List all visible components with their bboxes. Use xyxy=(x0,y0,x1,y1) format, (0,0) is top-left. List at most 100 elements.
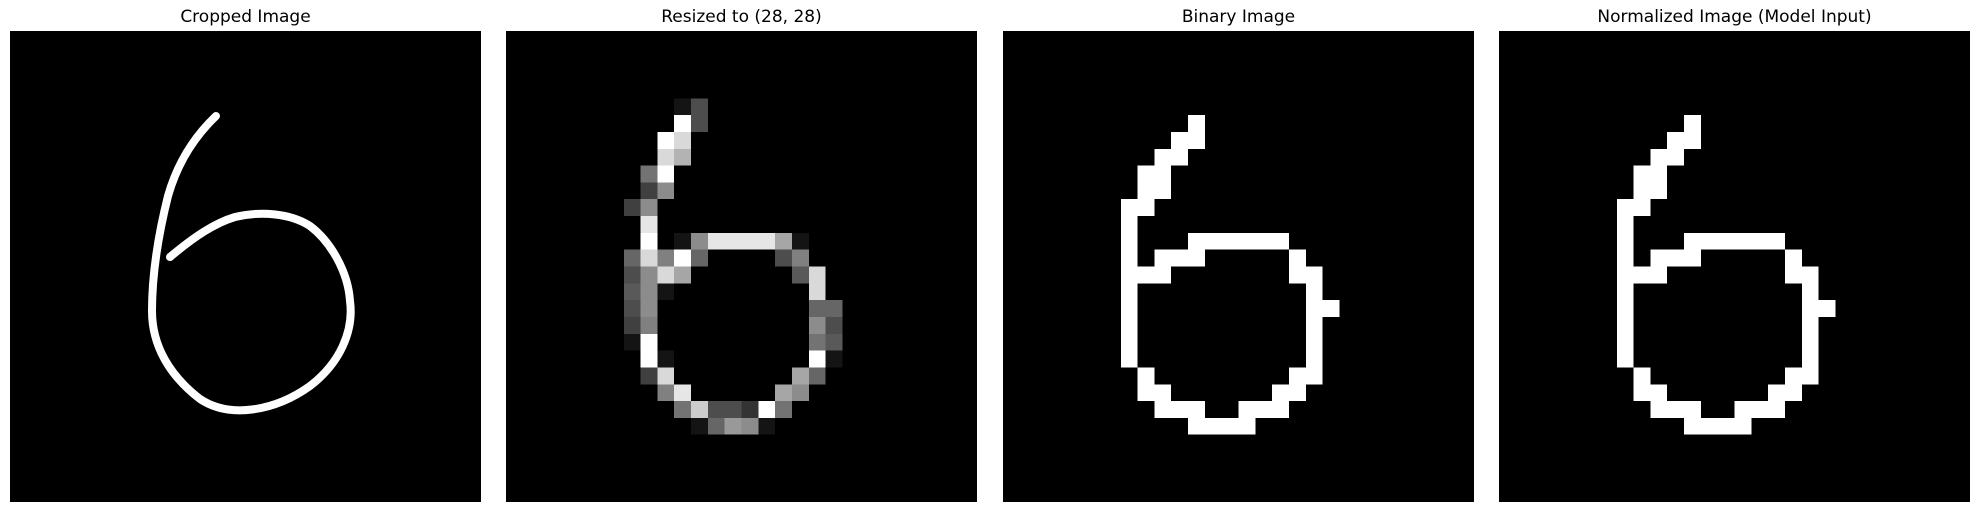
pixel xyxy=(1171,131,1189,149)
pixel xyxy=(1272,384,1289,402)
pixel xyxy=(640,333,658,351)
pixel xyxy=(1801,300,1819,317)
pixel xyxy=(674,249,692,267)
pixel xyxy=(1120,316,1138,334)
panel-title: Resized to (28, 28) xyxy=(661,7,822,27)
pixel xyxy=(1120,249,1138,267)
pixel xyxy=(1305,367,1323,385)
pixel xyxy=(623,300,641,317)
pixel xyxy=(657,249,675,267)
pixel xyxy=(724,401,742,418)
pixel xyxy=(691,417,708,435)
panel-title: Normalized Image (Model Input) xyxy=(1597,7,1872,27)
pixel xyxy=(1801,350,1819,368)
pixel xyxy=(1734,232,1752,250)
pixel xyxy=(1734,417,1752,435)
pixel xyxy=(623,199,641,217)
digit-stroke xyxy=(148,112,355,415)
pixel xyxy=(1616,283,1634,301)
pixel xyxy=(1650,384,1668,402)
pixel xyxy=(791,249,809,267)
pixel xyxy=(758,417,776,435)
pixel xyxy=(1305,266,1323,284)
pixel xyxy=(640,165,658,183)
pixel xyxy=(1188,115,1205,132)
pixel xyxy=(623,283,641,301)
pixel xyxy=(775,384,792,402)
pixel xyxy=(1784,384,1802,402)
pixel xyxy=(1154,249,1172,267)
pixel xyxy=(1137,384,1155,402)
pixel xyxy=(1288,384,1306,402)
cropped-image xyxy=(10,31,481,502)
pixel xyxy=(657,165,675,183)
pixel xyxy=(1633,165,1651,183)
pixel xyxy=(1650,266,1668,284)
pixel xyxy=(1633,384,1651,402)
pixel xyxy=(1272,232,1289,250)
pixel xyxy=(1255,232,1273,250)
pixel xyxy=(1801,283,1819,301)
pixel xyxy=(640,266,658,284)
pixel xyxy=(1120,300,1138,317)
pixel xyxy=(1171,401,1189,418)
pixel xyxy=(808,316,826,334)
pixel xyxy=(674,401,692,418)
pixel xyxy=(1188,232,1205,250)
pixel xyxy=(825,316,843,334)
pixel xyxy=(640,316,658,334)
pixel xyxy=(1154,182,1172,200)
pixel xyxy=(640,367,658,385)
pixel xyxy=(1154,165,1172,183)
pixel xyxy=(1616,350,1634,368)
pixel xyxy=(623,249,641,267)
pixel xyxy=(1650,148,1668,166)
pixel xyxy=(791,384,809,402)
pixel xyxy=(1204,417,1222,435)
pixel xyxy=(1616,216,1634,233)
pixel xyxy=(741,232,759,250)
pixel xyxy=(640,300,658,317)
pixel xyxy=(657,384,675,402)
pixel xyxy=(1288,367,1306,385)
pixel xyxy=(1154,148,1172,166)
pixel xyxy=(640,232,658,250)
pixel xyxy=(1120,333,1138,351)
panel-title: Binary Image xyxy=(1181,7,1296,27)
pixel xyxy=(1684,249,1701,267)
pixel xyxy=(1288,266,1306,284)
pixel xyxy=(1305,300,1323,317)
pixel xyxy=(691,401,708,418)
pixel xyxy=(640,199,658,217)
pixel xyxy=(623,333,641,351)
panel-normalized-image: Normalized Image (Model Input) xyxy=(1499,0,1970,512)
pixel xyxy=(1188,131,1205,149)
pixel xyxy=(1154,384,1172,402)
image-background xyxy=(10,31,481,502)
pixel xyxy=(1238,232,1256,250)
pixel xyxy=(1171,249,1189,267)
pixel xyxy=(808,350,826,368)
pixel xyxy=(1633,266,1651,284)
pixel xyxy=(1667,401,1685,418)
pixel xyxy=(1120,199,1138,217)
pixel xyxy=(1801,266,1819,284)
pixel xyxy=(1633,199,1651,217)
pixel xyxy=(1120,350,1138,368)
pixel xyxy=(1667,249,1685,267)
pixel xyxy=(674,384,692,402)
pixel xyxy=(1305,350,1323,368)
pixel xyxy=(640,350,658,368)
pixel xyxy=(1616,249,1634,267)
pixel xyxy=(1221,417,1239,435)
pixel xyxy=(1801,367,1819,385)
pixel xyxy=(1616,300,1634,317)
pixel xyxy=(1768,232,1785,250)
pixel xyxy=(1784,266,1802,284)
pixel xyxy=(657,350,675,368)
pixel xyxy=(674,115,692,132)
pixel xyxy=(674,266,692,284)
pixel xyxy=(1768,384,1785,402)
pixel xyxy=(791,232,809,250)
